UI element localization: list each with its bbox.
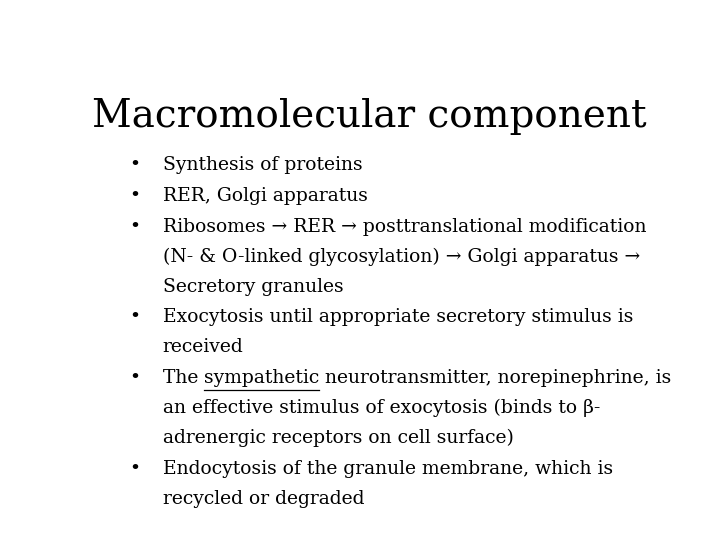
Text: •: •: [129, 369, 140, 387]
Text: •: •: [129, 187, 140, 205]
Text: RER, Golgi apparatus: RER, Golgi apparatus: [163, 187, 367, 205]
Text: Secretory granules: Secretory granules: [163, 278, 343, 296]
Text: sympathetic: sympathetic: [204, 369, 319, 387]
Text: (N- & O-linked glycosylation) → Golgi apparatus →: (N- & O-linked glycosylation) → Golgi ap…: [163, 248, 640, 266]
Text: recycled or degraded: recycled or degraded: [163, 490, 364, 508]
Text: an effective stimulus of exocytosis (binds to β-: an effective stimulus of exocytosis (bin…: [163, 399, 600, 417]
Text: Synthesis of proteins: Synthesis of proteins: [163, 156, 362, 174]
Text: received: received: [163, 339, 243, 356]
Text: •: •: [129, 308, 140, 327]
Text: Endocytosis of the granule membrane, which is: Endocytosis of the granule membrane, whi…: [163, 460, 613, 478]
Text: Macromolecular component: Macromolecular component: [91, 98, 647, 135]
Text: •: •: [129, 218, 140, 236]
Text: Ribosomes → RER → posttranslational modification: Ribosomes → RER → posttranslational modi…: [163, 218, 646, 236]
Text: The: The: [163, 369, 204, 387]
Text: •: •: [129, 460, 140, 478]
Text: adrenergic receptors on cell surface): adrenergic receptors on cell surface): [163, 429, 513, 447]
Text: Exocytosis until appropriate secretory stimulus is: Exocytosis until appropriate secretory s…: [163, 308, 633, 327]
Text: neurotransmitter, norepinephrine, is: neurotransmitter, norepinephrine, is: [319, 369, 672, 387]
Text: •: •: [129, 156, 140, 174]
